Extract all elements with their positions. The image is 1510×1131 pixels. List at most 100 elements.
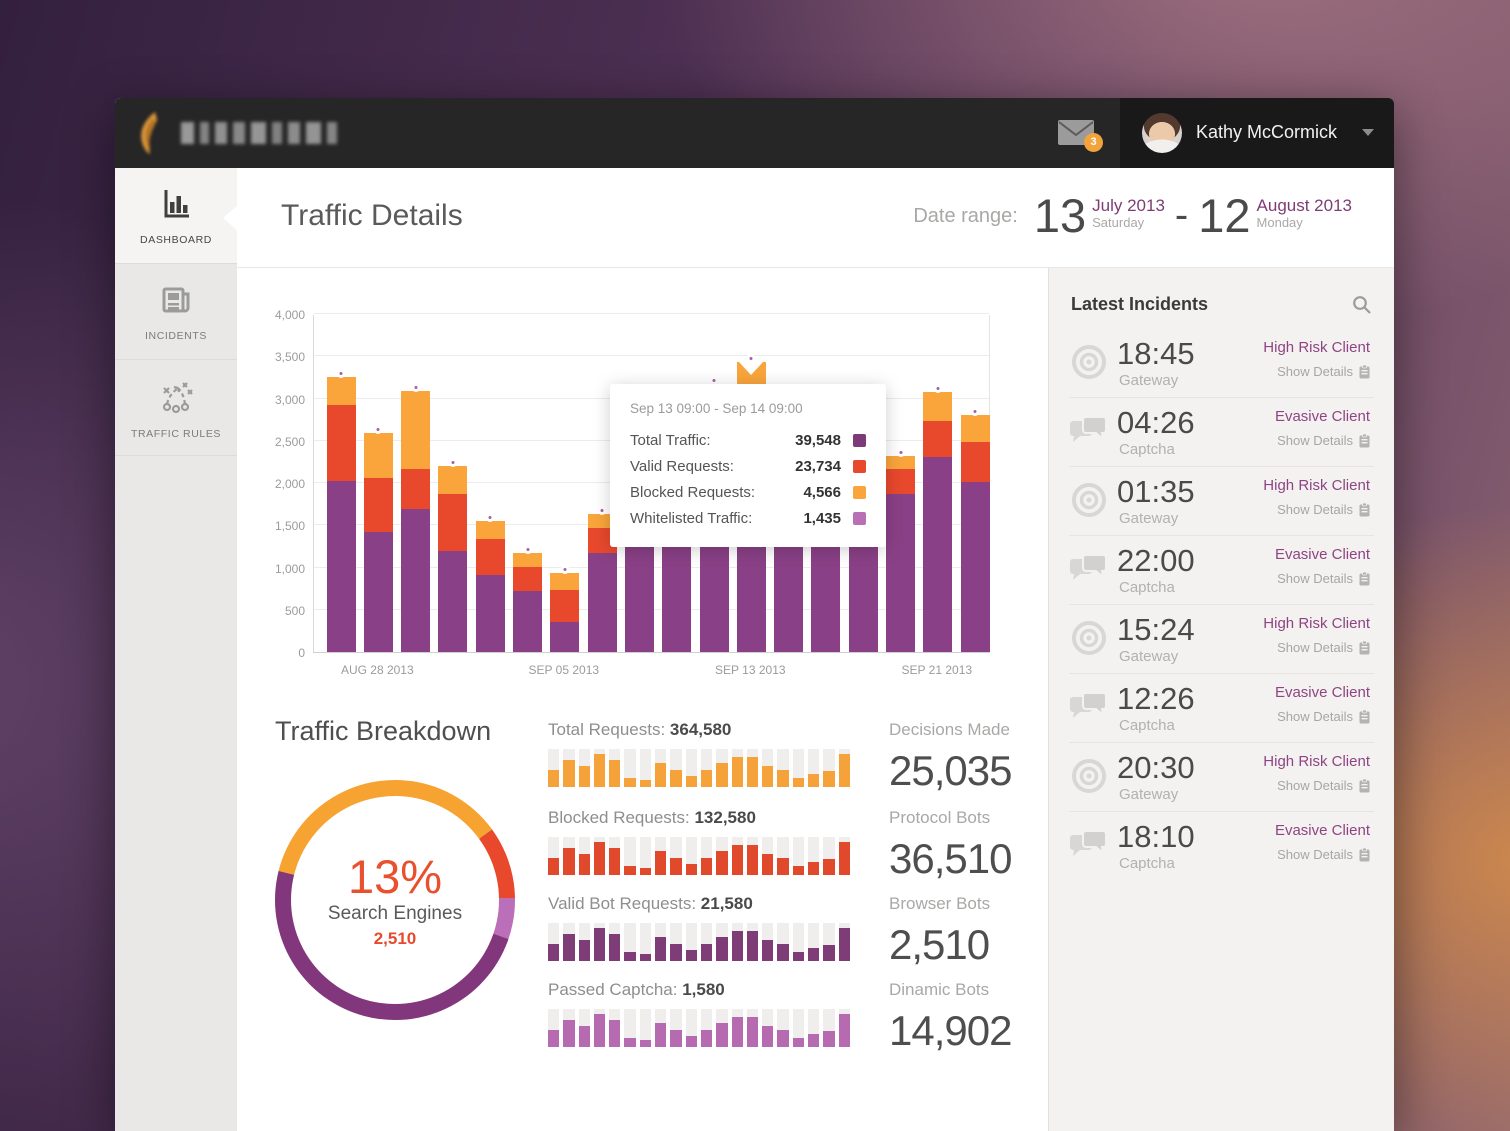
incidents-title: Latest Incidents xyxy=(1071,294,1209,314)
incident-channel: Gateway xyxy=(1119,372,1179,389)
mini-bar xyxy=(609,749,621,787)
user-menu[interactable]: Kathy McCormick xyxy=(1120,98,1394,168)
incident-time: 22:00 xyxy=(1117,543,1195,578)
incident-risk-link[interactable]: Evasive Client xyxy=(1274,822,1370,839)
mini-bar xyxy=(792,749,805,787)
clipboard-icon xyxy=(1359,502,1370,516)
stacked-bar[interactable] xyxy=(326,369,356,652)
stacked-bar[interactable] xyxy=(886,447,915,652)
mini-chart-label: Passed Captcha: 1,580 xyxy=(548,980,725,999)
clipboard-icon xyxy=(1359,847,1370,861)
top-bar: 3 Kathy McCormick xyxy=(115,98,1394,168)
tooltip-row-value: 39,548 xyxy=(795,431,841,449)
date-range-start-weekday: Saturday xyxy=(1092,215,1145,230)
sidebar: DASHBOARD INCIDENTS xyxy=(115,168,237,1131)
stacked-bar[interactable] xyxy=(401,382,431,652)
show-details-label: Show Details xyxy=(1277,847,1353,862)
incident-risk-link[interactable]: Evasive Client xyxy=(1274,546,1370,563)
incident-risk-link[interactable]: High Risk Client xyxy=(1263,339,1370,356)
incident-risk-link[interactable]: Evasive Client xyxy=(1274,684,1370,701)
mini-bar xyxy=(746,749,759,787)
incident-show-details-link[interactable]: Show Details xyxy=(1277,847,1370,862)
incident-channel: Captcha xyxy=(1119,441,1175,458)
incident-show-details-link[interactable]: Show Details xyxy=(1277,433,1370,448)
mini-bar xyxy=(777,1009,789,1047)
stacked-bar[interactable] xyxy=(475,513,505,652)
mini-bar xyxy=(670,1009,682,1047)
mini-bar xyxy=(578,1009,590,1047)
mini-bar xyxy=(746,837,759,875)
sidebar-item-dashboard[interactable]: DASHBOARD xyxy=(115,168,237,264)
user-name: Kathy McCormick xyxy=(1196,122,1338,142)
mini-bar xyxy=(548,749,560,787)
bar-total-dot xyxy=(485,513,495,523)
mini-chart-row: Total Requests: 364,580 xyxy=(548,720,850,787)
search-icon[interactable] xyxy=(1352,295,1372,320)
mini-chart-row: Valid Bot Requests: 21,580 xyxy=(548,894,850,961)
clipboard-icon xyxy=(1359,640,1370,654)
mini-chart-value: 364,580 xyxy=(669,720,732,739)
clipboard-icon xyxy=(1359,709,1370,723)
mini-bar xyxy=(716,923,728,961)
bar-total-dot xyxy=(970,406,980,416)
bar-total-dot xyxy=(597,506,607,516)
stacked-bar[interactable] xyxy=(587,506,617,652)
incident-risk-link[interactable]: Evasive Client xyxy=(1274,408,1370,425)
date-range-picker[interactable]: Date range: 13 July 2013 Saturday - 12 A… xyxy=(913,189,1352,242)
incident-risk-link[interactable]: High Risk Client xyxy=(1263,615,1370,632)
mini-bar xyxy=(792,837,805,875)
stacked-bar[interactable] xyxy=(550,565,580,652)
incident-show-details-link[interactable]: Show Details xyxy=(1277,709,1370,724)
stacked-bar[interactable] xyxy=(363,425,393,652)
gateway-target-icon xyxy=(1069,342,1109,387)
incident-show-details-link[interactable]: Show Details xyxy=(1277,364,1370,379)
date-range-start-day: 13 xyxy=(1033,189,1087,242)
legend-swatch xyxy=(853,511,866,525)
stacked-bar[interactable] xyxy=(923,384,953,652)
incident-show-details-link[interactable]: Show Details xyxy=(1277,640,1370,655)
incident-show-details-link[interactable]: Show Details xyxy=(1277,778,1370,793)
captcha-chat-icon xyxy=(1069,687,1111,732)
mini-chart-value: 1,580 xyxy=(682,980,725,999)
brand-logo[interactable] xyxy=(135,108,337,158)
incident-show-details-link[interactable]: Show Details xyxy=(1277,571,1370,586)
mini-bar xyxy=(716,837,728,875)
stacked-bar[interactable] xyxy=(960,406,990,652)
incident-row: 18:10 Captcha Evasive Client Show Detail… xyxy=(1049,811,1394,880)
gateway-target-icon xyxy=(1069,480,1109,525)
mini-bar xyxy=(563,749,575,787)
x-axis-tick: SEP 21 2013 xyxy=(901,663,973,677)
mini-bar xyxy=(639,1009,652,1047)
incident-show-details-link[interactable]: Show Details xyxy=(1277,502,1370,517)
mail-button[interactable]: 3 xyxy=(1058,120,1103,152)
traffic-breakdown-donut[interactable]: 13% Search Engines 2,510 xyxy=(275,780,515,1020)
incident-row: 04:26 Captcha Evasive Client Show Detail… xyxy=(1049,397,1394,466)
stacked-bar[interactable] xyxy=(438,458,468,652)
bar-total-dot xyxy=(896,447,905,457)
page-title: Traffic Details xyxy=(281,199,463,232)
bar-total-dot xyxy=(933,384,943,393)
sidebar-item-label: INCIDENTS xyxy=(145,330,207,342)
stacked-bar[interactable] xyxy=(513,545,542,652)
incident-risk-link[interactable]: High Risk Client xyxy=(1263,477,1370,494)
sidebar-item-traffic-rules[interactable]: TRAFFIC RULES xyxy=(115,360,237,456)
donut-value: 2,510 xyxy=(373,928,417,948)
donut-label: Search Engines xyxy=(327,902,463,924)
avatar xyxy=(1142,113,1182,153)
gateway-target-icon xyxy=(1069,756,1109,801)
mini-bar xyxy=(548,837,560,875)
date-range-start-month: July 2013 xyxy=(1092,196,1165,215)
mini-bar xyxy=(700,923,713,961)
tooltip-row: Whitelisted Traffic: 1,435 xyxy=(630,505,866,531)
incident-risk-link[interactable]: High Risk Client xyxy=(1263,753,1370,770)
stat-value: 25,035 xyxy=(889,747,1012,794)
sidebar-item-incidents[interactable]: INCIDENTS xyxy=(115,264,237,360)
mini-bar xyxy=(823,1009,835,1047)
mini-bar xyxy=(655,837,667,875)
tooltip-row-value: 4,566 xyxy=(803,483,841,501)
mini-bar xyxy=(808,837,820,875)
mini-bar xyxy=(609,923,621,961)
tooltip-row-label: Blocked Requests: xyxy=(630,483,756,501)
show-details-label: Show Details xyxy=(1277,778,1353,793)
mini-bar xyxy=(593,923,606,961)
